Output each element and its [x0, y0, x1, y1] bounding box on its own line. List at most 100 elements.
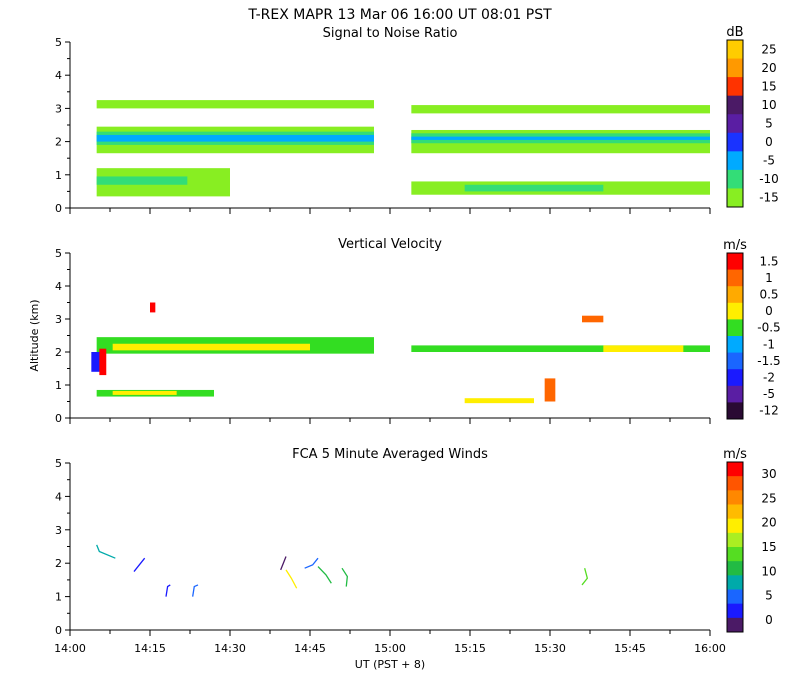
wind-barb-9	[581, 568, 589, 586]
data-band-7	[91, 352, 102, 372]
colorbar-label: -5	[763, 387, 775, 401]
data-band-7	[411, 136, 710, 140]
colorbar-cell	[727, 617, 743, 633]
colorbar-cell	[727, 269, 743, 287]
colorbar-unit: dB	[726, 25, 743, 40]
y-tick-label: 0	[55, 624, 62, 637]
wind-barb-5	[285, 569, 298, 589]
colorbar-cell	[727, 575, 743, 590]
colorbar-cell	[727, 402, 743, 420]
y-tick-label: 5	[55, 457, 62, 470]
x-tick-label: 16:00	[694, 642, 726, 655]
panel-title: Signal to Noise Ratio	[323, 26, 458, 41]
wind-barb-2	[165, 584, 171, 597]
data-band-5	[112, 390, 177, 395]
data-band-3	[603, 345, 684, 352]
data-band-6	[464, 398, 534, 404]
figure-title: T-REX MAPR 13 Mar 06 16:00 UT 08:01 PST	[247, 7, 552, 23]
data-band-9	[96, 176, 188, 185]
y-tick-label: 1	[55, 169, 62, 182]
x-axis-label: UT (PST + 8)	[355, 658, 425, 671]
data-band-0	[96, 100, 375, 109]
colorbar-cell	[727, 589, 743, 605]
colorbar-label: 15	[761, 540, 776, 554]
panel-title: FCA 5 Minute Averaged Winds	[292, 447, 488, 462]
colorbar-label: -15	[759, 191, 779, 205]
y-tick-label: 4	[55, 69, 62, 82]
data-band-1	[112, 343, 311, 351]
y-axis-label: Altitude (km)	[28, 299, 41, 371]
colorbar-label: 10	[761, 564, 776, 578]
colorbar-cell	[727, 95, 743, 115]
y-tick-label: 3	[55, 313, 62, 326]
x-tick-label: 14:00	[54, 642, 86, 655]
colorbar-label: -12	[759, 404, 779, 418]
wind-barb-6	[304, 557, 319, 569]
x-tick-label: 14:30	[214, 642, 246, 655]
colorbar-frame	[726, 39, 744, 208]
colorbar-cell	[727, 169, 743, 189]
colorbar-cell	[727, 532, 743, 548]
colorbar-cell	[727, 58, 743, 78]
colorbar-frame	[726, 252, 744, 420]
colorbar-label: -0.5	[757, 321, 780, 335]
x-tick-label: 14:15	[134, 642, 166, 655]
x-tick-label: 14:45	[294, 642, 326, 655]
colorbar-cell	[727, 504, 743, 520]
y-tick-label: 1	[55, 591, 62, 604]
colorbar-label: 15	[761, 79, 776, 93]
colorbar-cell	[727, 385, 743, 403]
wind-barb-3	[192, 584, 199, 597]
colorbar-label: 1.5	[759, 254, 778, 268]
colorbar-label: 5	[765, 117, 773, 131]
wind-barb-0	[96, 544, 116, 559]
colorbar-cell	[727, 561, 743, 576]
colorbar-cell	[727, 476, 743, 491]
colorbar-cell	[727, 547, 743, 562]
data-band-4	[96, 134, 375, 142]
y-tick-label: 2	[55, 346, 62, 359]
colorbar-label: 5	[765, 589, 773, 603]
colorbar-cell	[727, 188, 743, 208]
y-tick-label: 2	[55, 557, 62, 570]
colorbar-cell	[727, 302, 743, 320]
colorbar-label: -5	[763, 154, 775, 168]
data-band-9	[150, 302, 156, 313]
colorbar-cell	[727, 319, 743, 337]
colorbar-cell	[727, 369, 743, 387]
colorbar-cell	[727, 151, 743, 171]
colorbar-cell	[727, 336, 743, 354]
x-tick-label: 15:45	[614, 642, 646, 655]
colorbar-label: 0	[765, 304, 773, 318]
colorbar-cell	[727, 490, 743, 505]
colorbar-cell	[727, 114, 743, 134]
colorbar-label: 10	[761, 98, 776, 112]
wind-barb-8	[341, 567, 349, 587]
panel-1: Signal to Noise Ratio 0 1 2 3 4 5 dB 25 20 15 10 5 0 -…	[55, 25, 779, 215]
colorbar-cell	[727, 352, 743, 370]
colorbar-label: -10	[759, 172, 779, 186]
data-band-8	[99, 348, 107, 376]
colorbar-label: 0.5	[759, 288, 778, 302]
colorbar-cell	[727, 462, 743, 477]
colorbar-label: 1	[765, 271, 773, 285]
panel-3: FCA 5 Minute Averaged Winds 0 1 2 3 4 5 14:00 14…	[54, 447, 776, 671]
y-tick-label: 4	[55, 490, 62, 503]
data-band-11	[464, 184, 604, 192]
y-tick-label: 5	[55, 36, 62, 49]
colorbar-unit: m/s	[723, 447, 747, 462]
colorbar-label: 25	[761, 42, 776, 56]
colorbar-cell	[727, 518, 743, 534]
y-tick-label: 5	[55, 247, 62, 260]
colorbar-frame	[726, 461, 744, 633]
wind-barb-4	[280, 556, 287, 571]
colorbar-label: -1.5	[757, 354, 780, 368]
x-tick-label: 15:15	[454, 642, 486, 655]
colorbar-label: 20	[761, 516, 776, 530]
y-tick-label: 0	[55, 412, 62, 425]
colorbar-label: -1	[763, 337, 775, 351]
data-band-10	[544, 378, 556, 402]
data-band-1	[411, 105, 710, 114]
y-tick-label: 4	[55, 280, 62, 293]
colorbar-label: 25	[761, 491, 776, 505]
